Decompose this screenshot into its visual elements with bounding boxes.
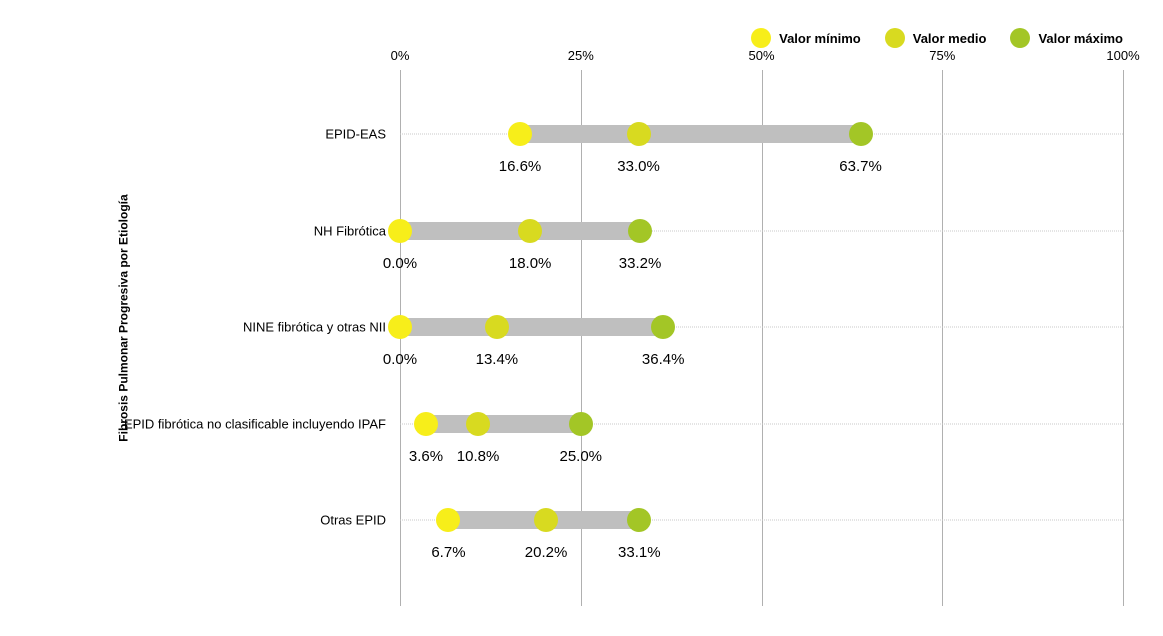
- med-value-label: 20.2%: [525, 544, 568, 561]
- max-value-label: 33.1%: [618, 544, 661, 561]
- max-dot-icon: [651, 315, 675, 339]
- max-value-label: 25.0%: [559, 448, 602, 465]
- legend-item: Valor mínimo: [751, 28, 861, 48]
- row-label: Otras EPID: [320, 513, 400, 528]
- med-dot-icon: [466, 412, 490, 436]
- med-dot-icon: [534, 508, 558, 532]
- min-dot-icon: [436, 508, 460, 532]
- x-tick-label: 75%: [929, 48, 955, 63]
- min-value-label: 16.6%: [499, 158, 542, 175]
- chart-row: Otras EPID6.7%20.2%33.1%: [400, 500, 1123, 540]
- chart-container: Fibrosis Pulmonar Progresiva por Etiolog…: [0, 0, 1163, 636]
- max-value-label: 36.4%: [642, 351, 685, 368]
- min-value-label: 0.0%: [383, 351, 417, 368]
- gridline: [1123, 70, 1124, 606]
- med-dot-icon: [485, 315, 509, 339]
- max-dot-icon: [849, 122, 873, 146]
- legend-label: Valor medio: [913, 31, 987, 46]
- chart-row: NINE fibrótica y otras NII0.0%13.4%36.4%: [400, 307, 1123, 347]
- legend-item: Valor medio: [885, 28, 987, 48]
- min-dot-icon: [508, 122, 532, 146]
- legend: Valor mínimo Valor medio Valor máximo: [0, 28, 1123, 48]
- min-dot-icon: [414, 412, 438, 436]
- min-value-label: 0.0%: [383, 255, 417, 272]
- max-value-label: 63.7%: [839, 158, 882, 175]
- max-dot-icon: [627, 508, 651, 532]
- med-dot-icon: [627, 122, 651, 146]
- min-value-label: 6.7%: [431, 544, 465, 561]
- legend-dot-icon: [885, 28, 905, 48]
- min-dot-icon: [388, 219, 412, 243]
- row-label: EPID-EAS: [325, 127, 400, 142]
- med-value-label: 33.0%: [617, 158, 660, 175]
- max-dot-icon: [569, 412, 593, 436]
- med-value-label: 10.8%: [457, 448, 500, 465]
- med-dot-icon: [518, 219, 542, 243]
- max-value-label: 33.2%: [619, 255, 662, 272]
- chart-row: NH Fibrótica0.0%18.0%33.2%: [400, 211, 1123, 251]
- range-bar: [520, 125, 861, 143]
- legend-dot-icon: [751, 28, 771, 48]
- min-value-label: 3.6%: [409, 448, 443, 465]
- legend-dot-icon: [1010, 28, 1030, 48]
- max-dot-icon: [628, 219, 652, 243]
- legend-item: Valor máximo: [1010, 28, 1123, 48]
- med-value-label: 18.0%: [509, 255, 552, 272]
- plot-area: 0%25%50%75%100%EPID-EAS16.6%33.0%63.7%NH…: [400, 70, 1123, 606]
- x-tick-label: 25%: [568, 48, 594, 63]
- range-bar: [426, 415, 581, 433]
- legend-label: Valor máximo: [1038, 31, 1123, 46]
- min-dot-icon: [388, 315, 412, 339]
- row-label: EPID fibrótica no clasificable incluyend…: [124, 416, 400, 431]
- x-tick-label: 100%: [1106, 48, 1139, 63]
- y-axis-title: Fibrosis Pulmonar Progresiva por Etiolog…: [117, 194, 131, 441]
- x-tick-label: 0%: [391, 48, 410, 63]
- x-tick-label: 50%: [748, 48, 774, 63]
- range-bar: [400, 318, 663, 336]
- legend-label: Valor mínimo: [779, 31, 861, 46]
- row-label: NINE fibrótica y otras NII: [243, 320, 400, 335]
- med-value-label: 13.4%: [476, 351, 519, 368]
- chart-row: EPID-EAS16.6%33.0%63.7%: [400, 114, 1123, 154]
- chart-row: EPID fibrótica no clasificable incluyend…: [400, 404, 1123, 444]
